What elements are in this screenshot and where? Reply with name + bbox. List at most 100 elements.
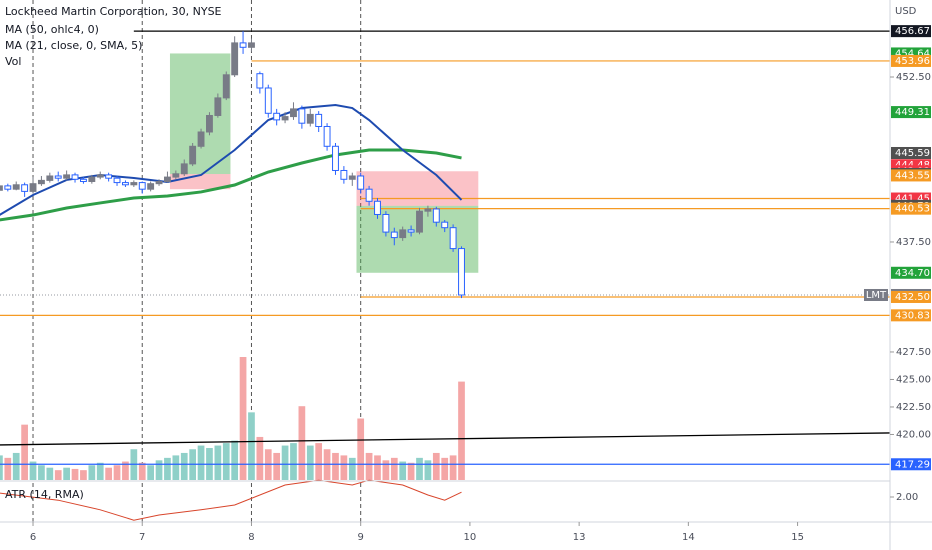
volume-bar — [164, 457, 171, 480]
atr-line — [0, 479, 462, 521]
price-badge-label: 445.59 — [895, 148, 930, 159]
candle-body — [449, 227, 457, 250]
volume-bar — [340, 455, 348, 480]
candle-body — [348, 175, 356, 180]
price-badge-label: 441.45 — [895, 194, 930, 205]
price-badge-label: 456.67 — [895, 26, 930, 37]
candle-body — [281, 116, 289, 121]
volume-bar — [113, 465, 121, 480]
candle-body — [197, 131, 205, 147]
candle-body — [37, 179, 45, 185]
candle-body — [222, 74, 230, 99]
candle-body — [424, 208, 432, 212]
candle-body — [172, 173, 180, 178]
currency: USD — [895, 6, 917, 17]
plot-area — [0, 0, 891, 522]
volume-bar — [424, 460, 432, 480]
candle-body — [248, 42, 255, 48]
y-tick-label: 437.50 — [896, 237, 931, 248]
volume-bar — [21, 424, 28, 480]
candle-body — [155, 180, 163, 185]
position-target — [169, 53, 231, 175]
price-badge-label: 449.31 — [895, 107, 930, 118]
volume-bar — [231, 440, 239, 480]
candle-body — [264, 87, 272, 114]
volume-bar — [332, 452, 339, 480]
x-tick-label: 6 — [30, 532, 36, 543]
volume-bar — [197, 445, 205, 480]
price-badge — [891, 169, 931, 182]
volume-bar — [256, 436, 264, 480]
candle-body — [180, 163, 188, 175]
volume-bar — [122, 461, 129, 480]
volume-bar — [147, 465, 155, 480]
price-badge — [891, 290, 931, 303]
y-tick-label: 427.50 — [896, 347, 931, 358]
volume-bar — [12, 452, 20, 480]
price-badge-label: 417.29 — [895, 459, 930, 470]
candle-body — [71, 174, 79, 180]
chart-title: Lockheed Martin Corporation, 30, NYSE — [5, 5, 222, 18]
legend-ma50: MA (50, ohlc4, 0) — [5, 23, 99, 36]
volume-bar — [382, 460, 390, 480]
candle-body — [441, 221, 449, 229]
volume-bar — [357, 418, 365, 480]
candle-body — [323, 125, 331, 147]
x-tick-label: 15 — [791, 532, 804, 543]
candle-body — [382, 213, 390, 233]
candle-body — [290, 108, 297, 118]
candle-body — [0, 185, 3, 191]
candle-body — [306, 113, 314, 124]
volume-bar — [155, 460, 163, 480]
volume-bar — [222, 443, 230, 480]
candle-body — [458, 248, 465, 296]
position-stop — [356, 171, 479, 206]
candle-body — [164, 176, 171, 182]
price-badge-label: 432.50 — [895, 292, 930, 303]
candle-body — [273, 112, 281, 121]
candle-body — [29, 183, 37, 192]
candle-body — [365, 188, 373, 202]
candle-body — [315, 113, 323, 127]
volume-bar — [416, 457, 423, 480]
volume-bar — [348, 457, 356, 480]
legend-atr: ATR (14, RMA) — [5, 488, 84, 501]
candle-body — [407, 229, 415, 233]
price-badge-label: 443.55 — [895, 170, 930, 181]
legend-ma21: MA (21, close, 0, SMA, 5) — [5, 39, 142, 52]
candle-body — [88, 176, 96, 182]
volume-bar — [96, 462, 104, 480]
volume-bar — [390, 457, 398, 480]
candle-body — [189, 145, 197, 165]
volume-bar — [407, 462, 415, 480]
candle-body — [416, 210, 423, 233]
volume-bar — [298, 406, 306, 480]
candle-body — [12, 184, 20, 190]
symbol-badge — [864, 288, 888, 301]
price-badge-label: 430.83 — [895, 310, 930, 321]
candle-body — [63, 174, 71, 179]
candle-body — [113, 177, 121, 184]
legend-volume: Vol — [5, 55, 21, 68]
volume-bar — [180, 452, 188, 480]
x-tick-label: 13 — [573, 532, 586, 543]
candle-body — [54, 175, 62, 179]
volume-bar — [138, 462, 146, 480]
volume-bar — [214, 445, 222, 480]
candle-body — [79, 178, 87, 182]
volume-bar — [46, 467, 54, 480]
price-badge — [891, 106, 931, 119]
volume-bar — [71, 468, 79, 480]
volume-bar — [273, 452, 281, 480]
volume-bar — [80, 470, 87, 480]
price-badge-label: 440.53 — [895, 204, 930, 215]
volume-bar — [88, 465, 96, 480]
volume-bar — [365, 452, 373, 480]
volume-bar — [290, 443, 297, 480]
price-badge-label: 434.70 — [895, 268, 930, 279]
candle-body — [332, 145, 339, 171]
volume-bar — [248, 412, 255, 480]
price-badge-label: 453.96 — [895, 56, 930, 67]
